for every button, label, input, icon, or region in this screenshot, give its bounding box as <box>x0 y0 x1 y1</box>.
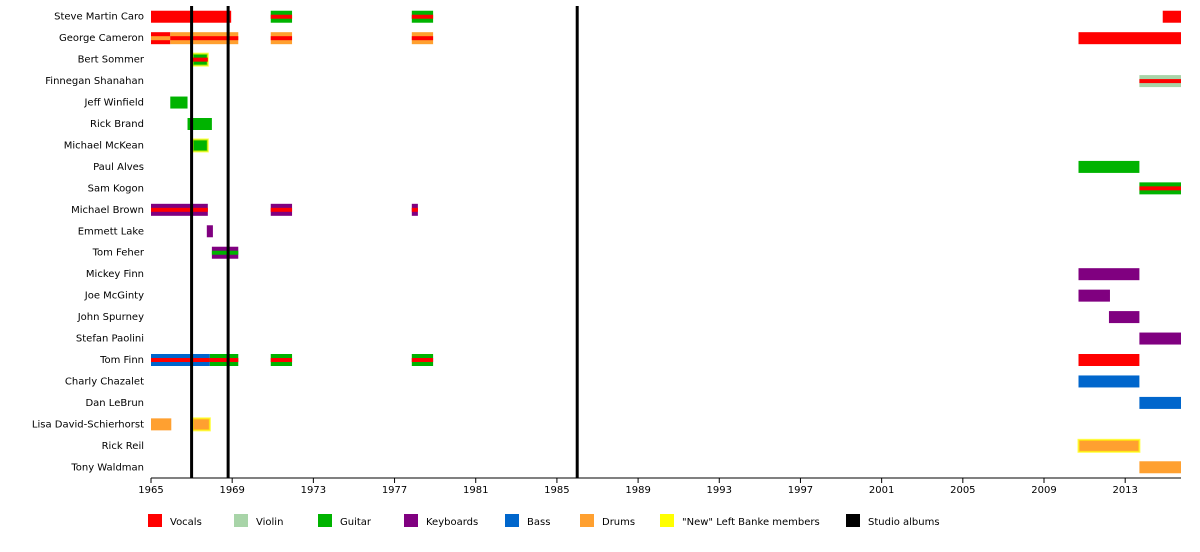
member-name: Rick Reil <box>102 441 144 452</box>
legend-swatch <box>404 514 418 527</box>
legend-label: Drums <box>602 517 635 528</box>
tenure-bar <box>1139 461 1181 474</box>
legend-label: "New" Left Banke members <box>682 517 820 528</box>
x-tick-label: 1973 <box>301 485 326 496</box>
role-stripe <box>270 207 293 212</box>
member-name: Michael McKean <box>64 140 144 151</box>
legend-swatch <box>505 514 519 527</box>
legend-swatch <box>318 514 332 527</box>
tenure-bar <box>1078 375 1140 388</box>
role-stripe <box>1139 79 1181 84</box>
x-tick-label: 1985 <box>544 485 569 496</box>
role-stripe <box>192 57 208 62</box>
legend-label: Studio albums <box>868 517 940 528</box>
tenure-bar <box>170 96 188 109</box>
role-stripe <box>211 250 239 255</box>
tenure-bar <box>1077 438 1141 453</box>
legend-swatch <box>846 514 860 527</box>
role-stripe <box>170 36 239 41</box>
x-tick-label: 1977 <box>382 485 407 496</box>
role-stripe <box>1139 186 1181 191</box>
member-name: John Spurney <box>77 312 144 323</box>
role-stripe <box>411 358 434 362</box>
x-tick-label: 2009 <box>1031 485 1056 496</box>
member-name: Tony Waldman <box>70 462 144 473</box>
role-stripe <box>411 14 434 19</box>
tenure-bar <box>1078 160 1140 173</box>
tenure-bar <box>191 138 209 153</box>
x-tick-label: 1981 <box>463 485 488 496</box>
member-name: Joe McGinty <box>84 291 144 302</box>
member-name: Michael Brown <box>71 205 144 216</box>
role-stripe <box>270 14 293 19</box>
x-tick-label: 1989 <box>625 485 650 496</box>
role-stripe <box>151 358 210 362</box>
member-name: George Cameron <box>59 33 144 44</box>
legend-swatch <box>234 514 248 527</box>
legend-swatch <box>580 514 594 527</box>
legend-swatch <box>148 514 162 527</box>
member-name: Jeff Winfield <box>83 98 144 109</box>
tenure-bar <box>1078 32 1181 45</box>
x-tick-label: 2005 <box>950 485 975 496</box>
role-stripe <box>209 358 239 362</box>
member-name: Paul Alves <box>93 162 144 173</box>
role-stripe <box>270 36 293 41</box>
legend-label: Violin <box>256 517 283 528</box>
tenure-bar <box>1078 354 1140 366</box>
tenure-bar <box>1139 396 1181 409</box>
role-stripe <box>411 36 434 41</box>
member-name: Bert Sommer <box>78 55 145 66</box>
role-stripe <box>151 36 171 41</box>
member-name: Tom Feher <box>92 248 145 259</box>
legend-label: Bass <box>527 517 550 528</box>
x-tick-label: 1997 <box>788 485 813 496</box>
member-name: Steve Martin Caro <box>54 12 144 23</box>
role-stripe <box>270 358 293 362</box>
member-name: Sam Kogon <box>88 183 144 194</box>
member-name: Dan LeBrun <box>85 398 144 409</box>
tenure-bar <box>206 225 213 238</box>
role-stripe <box>411 207 418 212</box>
tenure-bar <box>1139 332 1181 345</box>
x-tick-label: 1965 <box>138 485 163 496</box>
tenure-bar <box>1078 289 1110 302</box>
tenure-bar <box>1078 268 1140 281</box>
x-tick-label: 1969 <box>219 485 244 496</box>
tenure-bar <box>1162 10 1181 23</box>
legend-label: Vocals <box>170 517 202 528</box>
legend-label: Keyboards <box>426 517 478 528</box>
tenure-bar <box>191 417 211 432</box>
member-name: Finnegan Shanahan <box>45 76 144 87</box>
legend-label: Guitar <box>340 517 372 528</box>
member-name: Stefan Paolini <box>76 334 144 345</box>
tenure-bar <box>187 118 212 130</box>
x-tick-label: 2013 <box>1112 485 1137 496</box>
tenure-bar <box>1108 311 1140 324</box>
legend-swatch <box>660 514 674 527</box>
role-stripe <box>151 207 208 212</box>
member-name: Lisa David-Schierhorst <box>32 419 144 430</box>
member-name: Rick Brand <box>90 119 144 130</box>
member-name: Mickey Finn <box>86 269 144 280</box>
tenure-bar <box>151 418 172 431</box>
member-name: Emmett Lake <box>78 226 144 237</box>
member-name: Charly Chazalet <box>65 376 144 387</box>
x-tick-label: 2001 <box>869 485 894 496</box>
member-name: Tom Finn <box>99 355 144 366</box>
x-tick-label: 1993 <box>707 485 732 496</box>
